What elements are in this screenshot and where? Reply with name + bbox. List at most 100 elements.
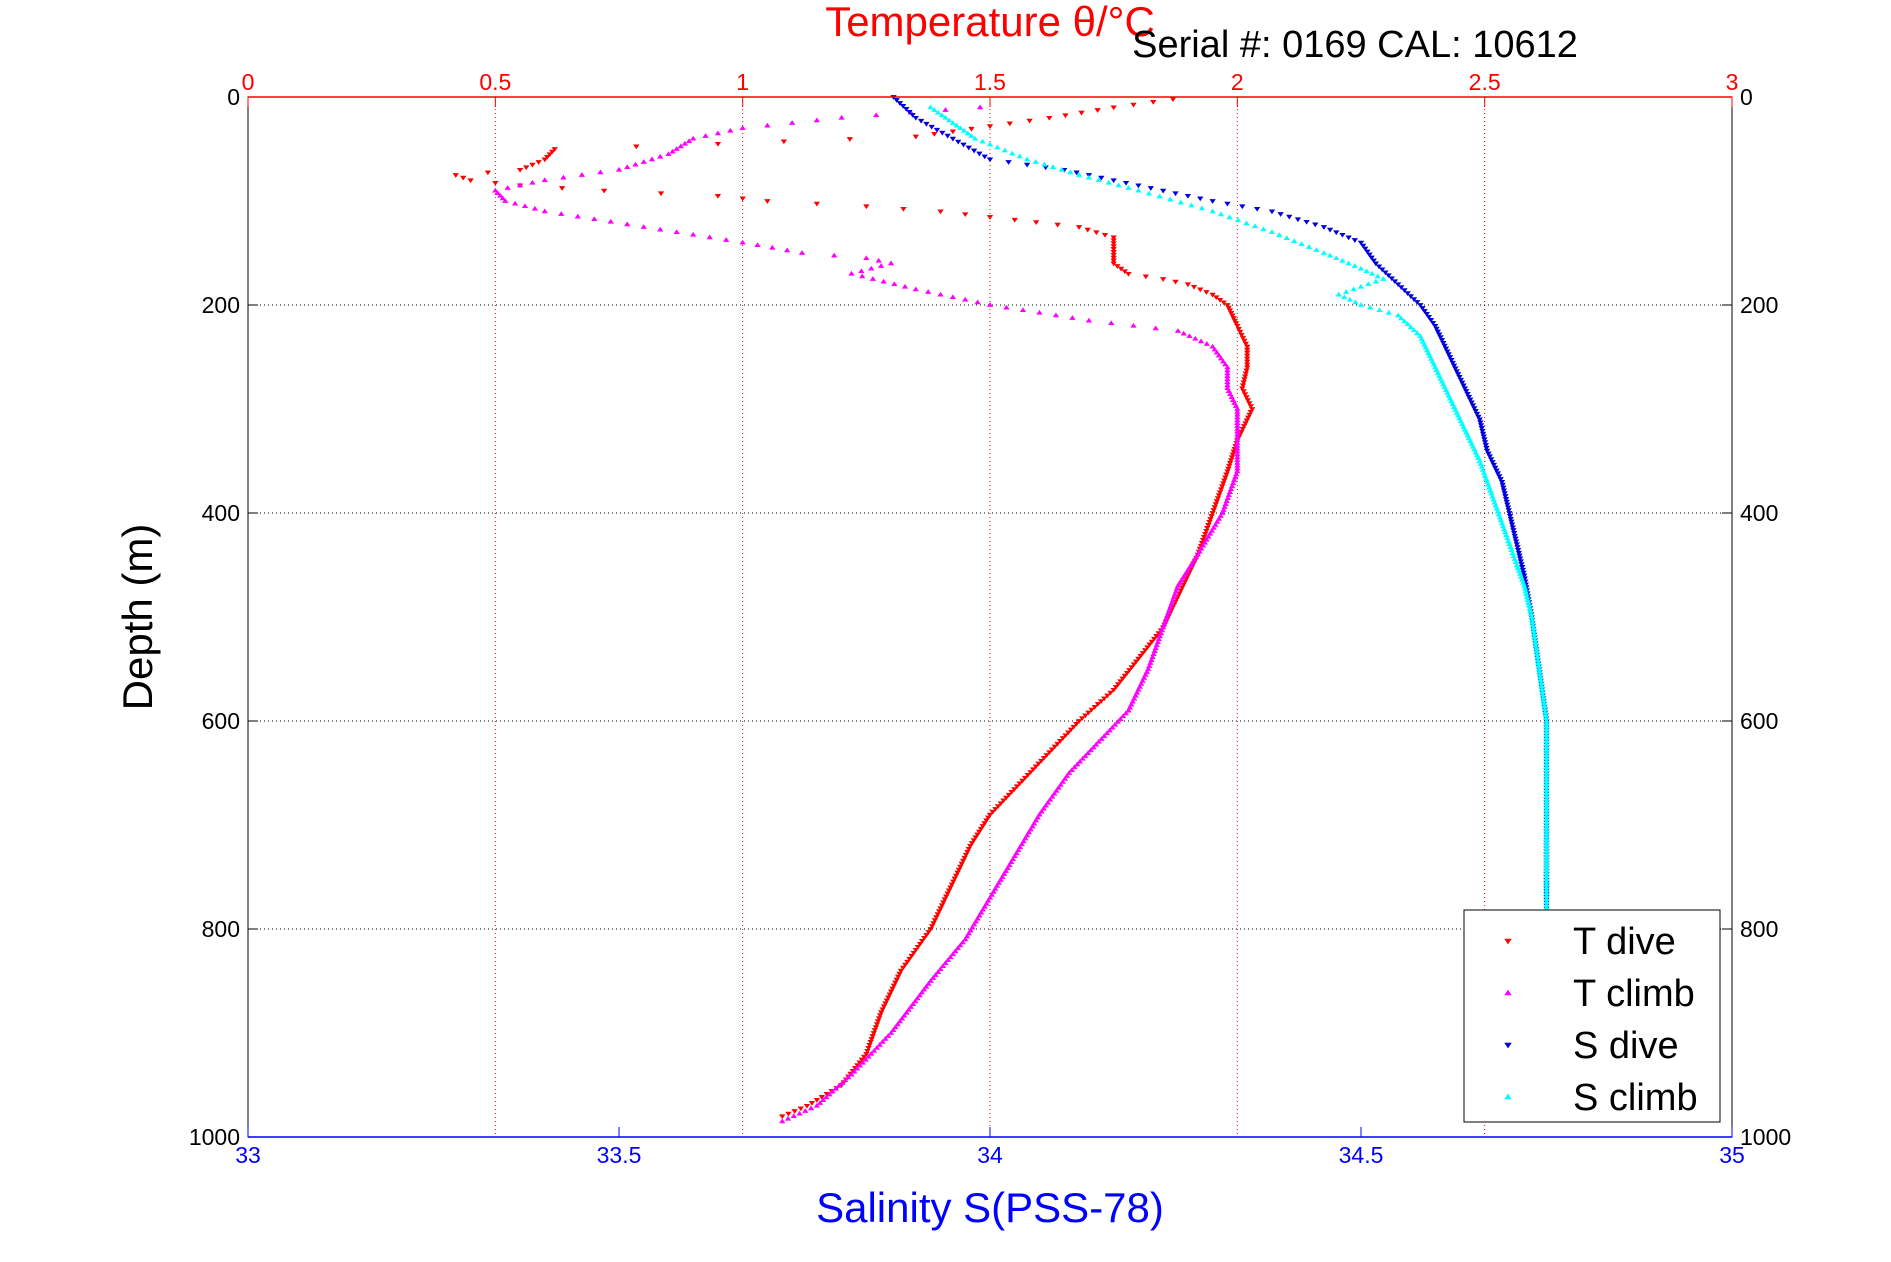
data-point [986,812,994,818]
data-point [1320,225,1328,230]
data-point [918,989,926,995]
data-point [1203,536,1210,542]
data-point [1230,316,1237,321]
data-point [597,169,604,175]
data-point [863,255,870,261]
data-point [974,832,981,838]
data-point [949,951,957,957]
data-point [885,1033,892,1038]
data-point [981,821,988,826]
data-point [868,1037,875,1042]
data-point [974,299,981,305]
data-point [1493,468,1500,474]
data-point [890,983,898,989]
data-point [1122,180,1130,186]
data-point [1053,787,1060,793]
data-point [1468,400,1475,406]
data-point [967,843,974,849]
data-point [1054,741,1061,747]
data-point [979,138,986,144]
data-point [1506,511,1513,516]
data-point [1243,220,1250,226]
data-point [1477,423,1485,428]
data-point [1141,648,1149,653]
data-point [928,124,935,130]
data-point [993,883,1001,888]
data-point [887,989,895,995]
data-point [1247,404,1254,409]
data-point [969,924,976,930]
data-point [1098,736,1105,741]
data-point [890,1027,897,1032]
data-point [529,179,536,185]
data-point [1104,693,1111,699]
chart-title: Temperature θ/°C [825,0,1155,45]
data-point [1210,524,1217,530]
data-point [1110,241,1117,247]
data-point [1209,199,1216,204]
data-point [947,885,954,891]
data-point [1492,465,1499,471]
data-point [1085,174,1093,180]
data-point [1410,327,1418,333]
data-point [927,104,934,110]
data-point [912,286,919,292]
data-point [1203,341,1210,346]
data-point [1075,172,1083,177]
data-point [818,1095,825,1100]
data-point [1110,252,1117,258]
data-point [1454,372,1462,377]
data-point [957,125,964,131]
data-point [889,986,896,992]
data-point [1497,477,1504,482]
data-point [1215,352,1223,358]
data-point [1243,418,1250,424]
data-point [779,1114,786,1120]
data-point [764,199,771,204]
data-point [1209,208,1216,214]
data-point [1229,452,1236,458]
data-point [764,122,771,128]
legend-marker [1504,1093,1512,1100]
data-point [960,127,968,133]
data-point [974,915,981,921]
data-point [1179,585,1186,591]
data-point [964,130,971,136]
data-point [702,133,709,138]
data-point [1110,687,1117,693]
data-point [1114,719,1121,724]
tick-label-depth-left: 200 [202,292,240,318]
data-point [1019,307,1027,313]
data-point [1234,217,1242,223]
data-point [492,187,499,193]
data-point [560,174,567,180]
data-point [904,959,911,965]
data-point [1214,496,1222,502]
data-point [1471,406,1478,411]
data-point [1011,787,1018,792]
data-point [1067,169,1074,175]
data-point [896,101,904,106]
tick-label-salinity: 33.5 [597,1142,642,1168]
data-point [1106,727,1113,733]
data-point [866,1043,873,1048]
series-t-dive [452,97,1256,1120]
data-point [1123,670,1131,676]
data-point [1044,799,1052,805]
data-point [1421,309,1428,314]
data-point [1192,554,1200,560]
data-point [1184,282,1192,288]
data-point [1359,243,1367,249]
data-point [1441,343,1448,349]
data-point [1244,344,1251,350]
data-point [1505,508,1512,514]
data-point [640,159,647,164]
data-point [1135,183,1142,189]
data-point [1101,733,1108,738]
data-point [739,125,746,131]
data-point [823,1094,830,1100]
data-point [873,1044,881,1050]
data-point [1232,321,1240,327]
data-point [949,294,957,300]
data-point [868,1050,875,1056]
